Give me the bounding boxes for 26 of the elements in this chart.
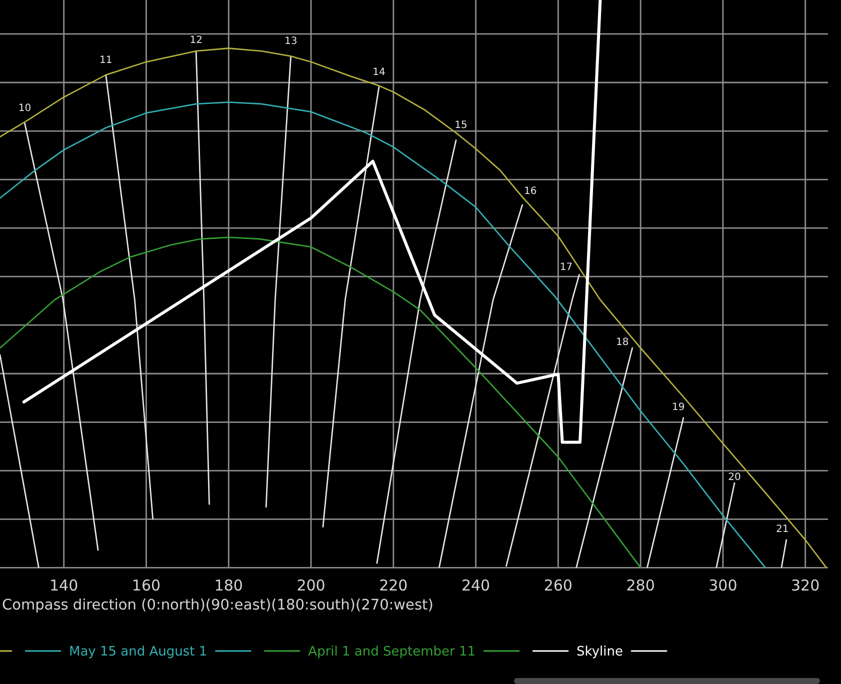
x-tick-label: 200 [296, 576, 326, 595]
x-axis-title: Compass direction (0:north)(90:east)(180:south)(270:west) [2, 598, 434, 614]
x-tick-label: 260 [544, 576, 572, 595]
legend-label: April 1 and September 11 [308, 644, 476, 660]
legend-label: May 15 and August 1 [69, 644, 208, 660]
legend-label: Skyline [576, 644, 624, 660]
x-tick-label: 220 [379, 576, 408, 595]
series-label: 19 [672, 402, 685, 413]
x-tick-label: 320 [791, 576, 820, 595]
series-label: 10 [18, 103, 32, 114]
x-tick-label: 180 [214, 576, 243, 595]
series-label: 12 [190, 35, 202, 46]
x-tick-label: 160 [132, 576, 161, 595]
series-label: 18 [616, 337, 629, 348]
series-label: 11 [100, 54, 112, 66]
series-label: 20 [728, 472, 741, 484]
x-tick-label: 300 [708, 576, 738, 595]
series-label: 14 [372, 66, 386, 78]
x-tick-label: 140 [50, 576, 78, 595]
x-tick-label: 280 [626, 576, 655, 595]
series-label: 16 [524, 186, 537, 197]
x-tick-label: 240 [461, 576, 490, 595]
series-label: 17 [560, 262, 573, 273]
series-label: 15 [454, 120, 468, 132]
series-label: 13 [284, 36, 298, 48]
series-label: 21 [776, 524, 789, 535]
